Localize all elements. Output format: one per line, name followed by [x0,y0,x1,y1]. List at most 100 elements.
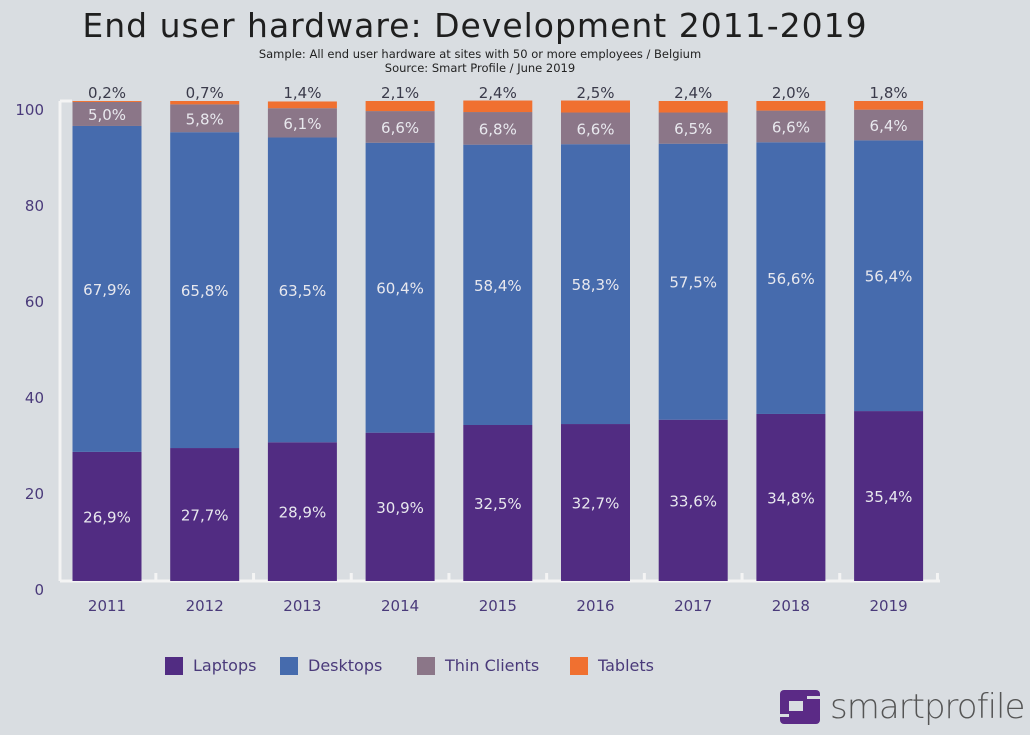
bar-desktops [658,143,728,420]
bar-tablets [365,101,435,112]
chart-source: Source: Smart Profile / June 2019 [384,61,576,75]
legend-swatch [165,656,183,675]
legend-label: Laptops [193,656,257,675]
data-label: 58,4% [474,277,522,295]
bar-tablets [72,101,142,102]
x-tick-label: 2018 [772,597,810,615]
x-tick-label: 2019 [870,597,908,615]
bar-thin-clients [267,108,337,138]
data-label: 6,6% [772,118,810,136]
x-tick-label: 2012 [186,597,224,615]
legend-item: Thin Clients [417,656,539,675]
data-label: 33,6% [669,492,717,510]
legend-swatch [280,656,298,675]
data-label: 1,4% [283,84,321,102]
data-label: 34,8% [767,489,815,507]
bar-laptops [170,448,240,581]
data-label: 27,7% [181,507,229,525]
bar-desktops [267,137,337,443]
data-label: 6,1% [283,115,321,133]
x-tick-label: 2017 [674,597,712,615]
data-label: 2,5% [576,84,614,102]
bar-laptops [561,424,630,581]
data-label: 5,0% [88,106,126,124]
data-label: 5,8% [186,110,224,128]
data-label: 35,4% [865,488,913,506]
bar-thin-clients [365,111,435,143]
x-tick-label: 2014 [381,597,419,615]
bar-desktops [170,132,240,449]
bar-thin-clients [854,109,924,141]
data-label: 6,8% [479,120,517,138]
data-label: 0,2% [88,84,126,102]
bar-desktops [365,142,435,433]
legend-item: Desktops [280,656,382,675]
bar-tablets [658,101,728,113]
bar-tablets [854,101,924,110]
legend-label: Desktops [308,656,383,675]
x-tick-label: 2015 [479,597,517,615]
legend-swatch [570,656,588,675]
data-label: 63,5% [279,282,327,300]
data-label: 32,5% [474,495,522,513]
data-label: 0,7% [186,84,224,102]
smartprofile-logo: smartprofile [780,687,1025,727]
data-label: 26,9% [83,508,131,526]
bar-laptops [365,432,435,581]
bar-desktops [463,144,533,425]
bar-laptops [72,451,142,581]
data-label: 56,4% [865,268,913,286]
data-label: 6,6% [576,120,614,138]
y-tick-label: 0 [34,581,44,599]
y-tick-label: 20 [25,485,44,503]
data-label: 6,4% [870,117,908,135]
x-tick-label: 2013 [283,597,321,615]
bar-tablets [561,100,630,113]
data-label: 67,9% [83,281,131,299]
bar-thin-clients [561,112,630,145]
data-label: 6,6% [381,119,419,137]
logo-text: smartprofile [830,687,1025,727]
legend-label: Thin Clients [445,656,540,675]
bar-tablets [267,101,337,109]
y-tick-label: 80 [25,197,44,215]
bar-thin-clients [72,101,142,126]
data-label: 57,5% [669,274,717,292]
bar-desktops [561,144,630,425]
data-label: 28,9% [279,504,327,522]
data-label: 6,5% [674,120,712,138]
bar-tablets [463,100,533,113]
bar-desktops [756,142,826,414]
data-label: 30,9% [376,499,424,517]
data-label: 60,4% [376,280,424,298]
y-tick-label: 40 [25,389,44,407]
data-label: 65,8% [181,282,229,300]
data-label: 2,1% [381,84,419,102]
bar-thin-clients [756,110,826,143]
legend-item: Laptops [165,656,256,675]
y-tick-label: 100 [15,101,44,119]
y-tick-label: 60 [25,293,44,311]
chart-title: End user hardware: Development 2011-2019 [82,6,868,45]
bar-desktops [72,125,142,452]
bar-thin-clients [463,112,533,145]
logo-mark-icon [780,690,820,724]
data-label: 1,8% [870,84,908,102]
bar-laptops [463,425,533,581]
bar-laptops [267,442,337,581]
data-label: 32,7% [572,495,620,513]
data-label: 2,4% [674,84,712,102]
legend-label: Tablets [598,656,654,675]
bar-thin-clients [170,104,240,133]
x-tick-label: 2016 [576,597,614,615]
bar-laptops [658,419,728,581]
x-tick-label: 2011 [88,597,126,615]
bar-tablets [170,101,240,105]
data-label: 2,0% [772,84,810,102]
data-label: 58,3% [572,276,620,294]
bar-desktops [854,140,924,412]
legend-swatch [417,656,435,675]
data-label: 56,6% [767,270,815,288]
bar-laptops [854,411,924,581]
